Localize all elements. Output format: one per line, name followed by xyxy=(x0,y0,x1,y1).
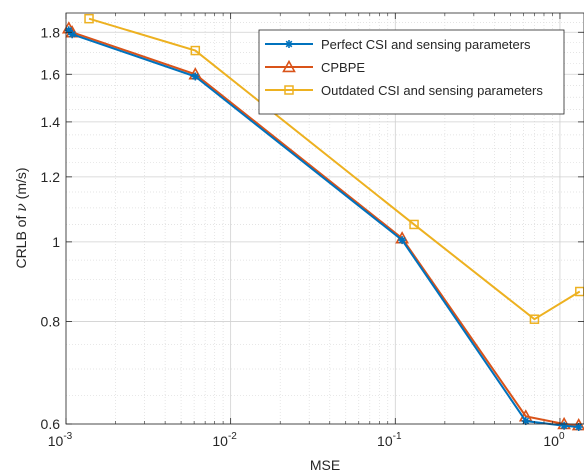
y-axis-label-unit: (m/s) xyxy=(13,167,29,199)
data-point-square xyxy=(84,13,94,24)
data-point-asterisk xyxy=(560,421,569,430)
data-point-square xyxy=(409,219,419,230)
y-tick-label: 0.6 xyxy=(41,416,61,432)
series-line xyxy=(88,17,581,321)
legend-label: Outdated CSI and sensing parameters xyxy=(321,83,543,98)
x-tick-label: 100 xyxy=(543,431,565,449)
x-tick-label: 10-1 xyxy=(377,431,402,449)
data-point-triangle xyxy=(282,59,296,73)
series-2 xyxy=(84,13,584,324)
data-point-square xyxy=(190,45,201,56)
legend-entry: Outdated CSI and sensing parameters xyxy=(265,83,543,98)
data-point-asterisk xyxy=(398,236,407,245)
y-axis-label: CRLB of ν (m/s) xyxy=(13,167,30,268)
y-tick-label: 1 xyxy=(52,234,60,250)
y-axis-label-prefix: CRLB of xyxy=(13,216,29,269)
legend: Perfect CSI and sensing parameters CPBPE O… xyxy=(258,29,565,115)
ticks-layer: 10-3 10-2 10-1 100 0.6 0.8 1 1.2 1.4 1.6 1.8 xyxy=(41,13,584,449)
y-tick-label: 1.4 xyxy=(41,114,61,130)
x-axis-label: MSE xyxy=(310,457,340,473)
y-axis-label-symbol: ν xyxy=(14,203,30,212)
legend-label: CPBPE xyxy=(321,60,365,75)
plot-frame xyxy=(65,12,584,425)
data-point-square xyxy=(284,85,294,95)
y-tick-label: 1.6 xyxy=(41,66,61,82)
y-tick-label: 1.8 xyxy=(41,24,61,40)
data-point-square xyxy=(529,314,540,324)
legend-entry: CPBPE xyxy=(265,59,365,75)
y-tick-label: 1.2 xyxy=(41,169,61,185)
data-point-asterisk xyxy=(285,40,293,48)
x-tick-label: 10-2 xyxy=(212,431,237,449)
legend-label: Perfect CSI and sensing parameters xyxy=(321,37,531,52)
x-tick-label: 10-3 xyxy=(48,431,73,449)
data-point-asterisk xyxy=(191,72,200,81)
y-tick-label: 0.8 xyxy=(41,313,61,329)
legend-entry: Perfect CSI and sensing parameters xyxy=(265,37,531,52)
